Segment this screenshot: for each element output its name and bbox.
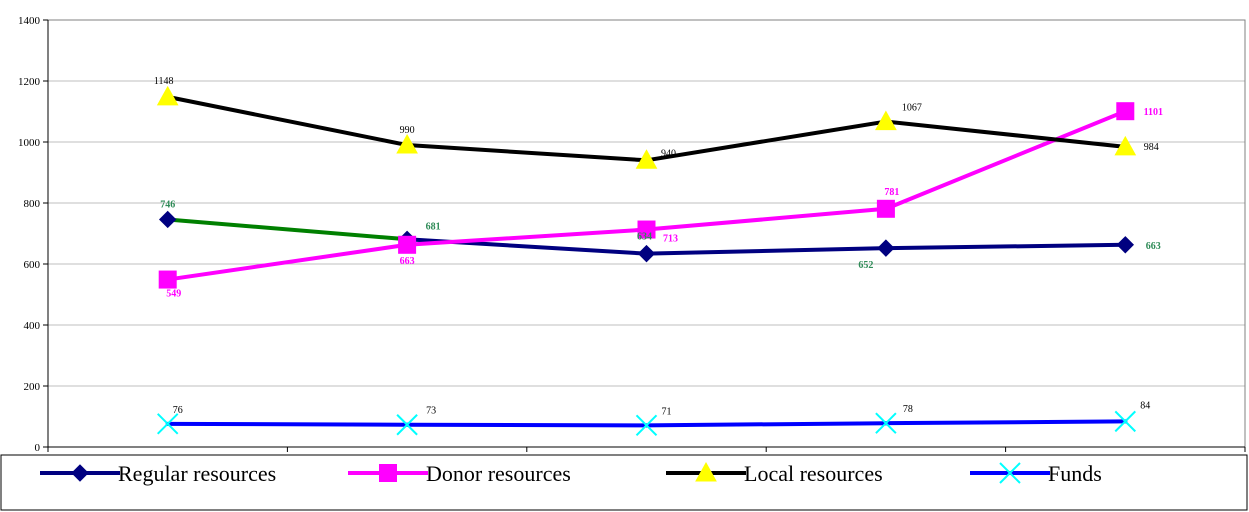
donor-resources-marker	[398, 235, 417, 254]
regular-resources-marker	[637, 244, 656, 263]
marker-stroke	[875, 412, 897, 434]
regular-resources-data-label: 634	[637, 232, 652, 243]
funds-line-segment	[405, 422, 649, 428]
marker-stroke	[635, 414, 658, 437]
funds-line-segment	[644, 421, 888, 428]
local-resources-marker	[156, 85, 179, 106]
y-tick-label: 1400	[18, 15, 41, 27]
legend-swatch-marker	[695, 461, 717, 482]
local-resources-data-label: 1067	[902, 103, 922, 114]
regular-resources-marker	[1116, 236, 1135, 254]
local-resources-line-segment	[165, 94, 410, 148]
funds-data-label: 78	[903, 404, 913, 415]
local-resources-line-segment	[883, 119, 1128, 149]
local-resources-marker	[635, 149, 658, 169]
funds-data-label: 76	[173, 405, 183, 416]
local-resources-line-segment	[644, 119, 888, 163]
axes	[43, 19, 1246, 452]
regular-resources-data-label: 746	[160, 199, 175, 210]
funds-marker	[875, 412, 897, 434]
donor-resources-marker	[876, 199, 895, 218]
local-resources-data-label: 940	[661, 148, 676, 159]
funds-line-segment	[165, 421, 410, 427]
y-tick-label: 1000	[18, 137, 41, 149]
legend-item-funds: Funds	[970, 461, 1102, 486]
regular-resources-data-label: 681	[426, 221, 441, 232]
local-resources-data-label: 1148	[154, 76, 174, 87]
marker-stroke	[999, 462, 1021, 484]
regular-resources-line-segment	[883, 242, 1128, 251]
legend-label: Regular resources	[118, 461, 276, 486]
series-markers	[156, 85, 1137, 437]
donor-resources-line-segment	[165, 242, 410, 282]
funds-marker	[156, 413, 179, 435]
donor-resources-data-label: 1101	[1144, 107, 1163, 118]
legend-label: Local resources	[744, 461, 883, 486]
y-tick-label: 1200	[18, 76, 41, 88]
donor-resources-data-label: 713	[663, 234, 678, 245]
donor-resources-line-segment	[405, 227, 649, 247]
legend-swatch-marker	[379, 464, 397, 482]
regular-resources-line-segment	[644, 246, 888, 256]
legend-item-regular-resources: Regular resources	[40, 461, 276, 486]
legend-box	[0, 454, 1248, 511]
donor-resources-marker	[637, 220, 656, 239]
regular-resources-data-label: 652	[858, 260, 873, 271]
legend-item-local-resources: Local resources	[666, 461, 883, 486]
marker-stroke	[396, 414, 418, 436]
local-resources-line-segment	[405, 143, 649, 163]
y-tick-label: 200	[24, 381, 41, 393]
local-resources-data-label: 990	[400, 125, 415, 136]
funds-data-label: 84	[1140, 400, 1150, 411]
local-resources-marker	[875, 110, 897, 131]
y-tick-label: 400	[24, 320, 41, 332]
local-resources-marker	[1114, 135, 1137, 156]
local-resources-data-label: 984	[1144, 142, 1159, 153]
donor-resources-marker	[1116, 102, 1135, 121]
series-lines	[165, 94, 1128, 428]
donor-resources-line-segment	[883, 109, 1128, 211]
data-labels: 746 681 634 652 663 549 663 713 781 1101 1148 990 94…	[154, 76, 1163, 417]
marker-stroke	[156, 413, 179, 435]
y-tick-label: 800	[24, 198, 41, 210]
regular-resources-marker	[158, 210, 177, 229]
donor-resources-marker	[158, 270, 177, 289]
funds-marker	[635, 414, 658, 437]
funds-data-label: 71	[662, 406, 672, 417]
funds-data-label: 73	[426, 406, 436, 417]
legend: Regular resources Donor resources Local re…	[0, 454, 1248, 511]
y-tick-label: 0	[35, 442, 41, 454]
legend-swatch-marker	[999, 462, 1021, 484]
regular-resources-line-segment	[165, 217, 410, 242]
regular-resources-data-label: 663	[1146, 241, 1161, 252]
y-tick-label: 600	[24, 259, 41, 271]
funds-marker	[396, 414, 418, 436]
regular-resources-marker	[877, 239, 895, 257]
donor-resources-data-label: 549	[166, 289, 181, 300]
marker-stroke	[1114, 410, 1137, 433]
donor-resources-data-label: 663	[400, 256, 415, 267]
funds-line-segment	[883, 419, 1128, 426]
legend-item-donor-resources: Donor resources	[348, 461, 571, 486]
donor-resources-data-label: 781	[884, 187, 899, 198]
legend-label: Funds	[1048, 461, 1102, 486]
gridlines	[48, 80, 1245, 387]
y-axis-tick-labels: 0 200 400 600 800 1000 1200 1400	[18, 15, 41, 454]
legend-swatch-marker	[71, 464, 89, 482]
legend-label: Donor resources	[426, 461, 571, 486]
funds-marker	[1114, 410, 1137, 433]
donor-resources-line-segment	[644, 206, 888, 232]
local-resources-marker	[396, 134, 418, 154]
